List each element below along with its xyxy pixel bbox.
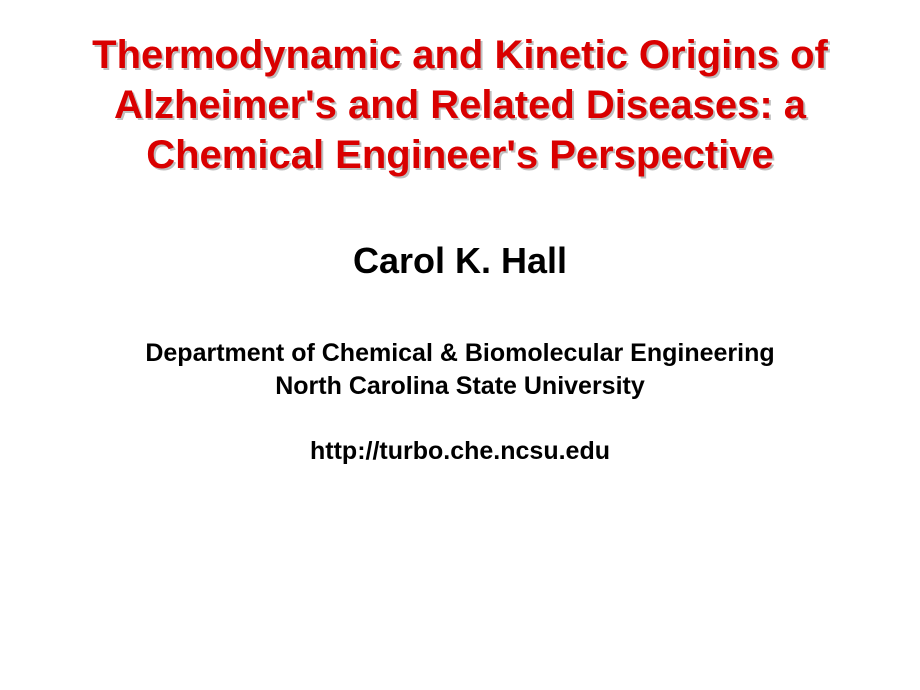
slide-affiliation: Department of Chemical & Biomolecular En…: [145, 337, 774, 402]
affiliation-university: North Carolina State University: [145, 370, 774, 403]
slide-url: http://turbo.che.ncsu.edu: [310, 437, 610, 466]
slide-author: Carol K. Hall: [353, 240, 567, 282]
slide-title: Thermodynamic and Kinetic Origins of Alz…: [30, 30, 890, 180]
affiliation-department: Department of Chemical & Biomolecular En…: [145, 337, 774, 370]
